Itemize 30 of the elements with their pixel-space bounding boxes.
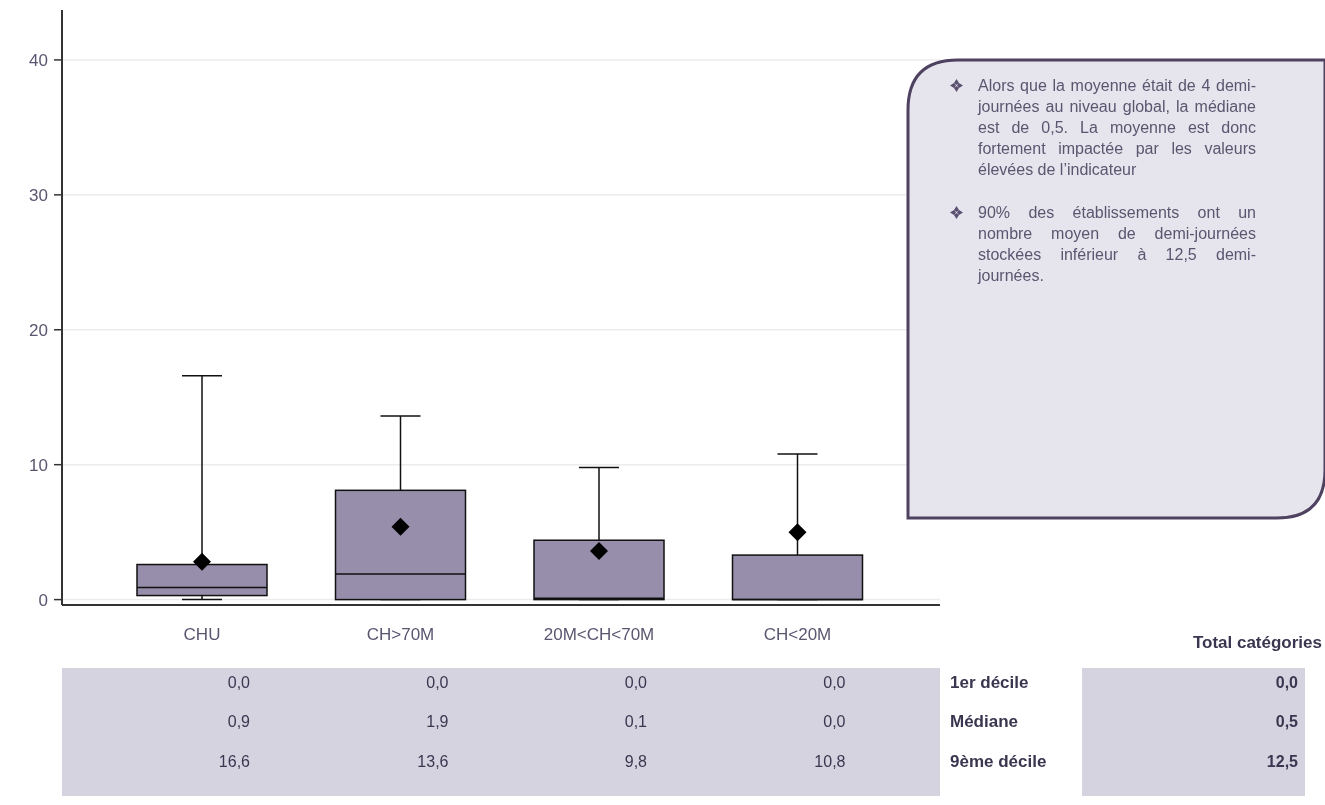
text: 9ème décile [950, 752, 1047, 771]
y-tick-label: 20 [29, 320, 48, 340]
x-tick-label: CH>70M [366, 625, 435, 644]
y-tick-label: 30 [29, 185, 48, 205]
text: 0,0 [823, 674, 846, 691]
text: 0,0 [426, 674, 449, 691]
y-tick-label: 10 [29, 455, 48, 475]
text: 1er décile [950, 673, 1029, 692]
text: Alors que la moyenne était de 4 demi-journées au niveau global, la médiane est de 0,5. La moyenne est donc fortement impactée par les valeurs élevées de l’indicateur [978, 76, 1256, 180]
text: 13,6 [417, 753, 449, 770]
text: 0,0 [227, 674, 251, 691]
text: Total catégories [1192, 633, 1322, 652]
text: 16,6 [218, 753, 251, 770]
text: 0,5 [1275, 713, 1299, 730]
text: 1,9 [426, 713, 449, 730]
text: 0,0 [823, 713, 846, 730]
y-tick-label: 0 [38, 590, 48, 610]
x-tick-label: 20M<CH<70M [543, 625, 655, 644]
text: 0,1 [624, 713, 648, 730]
text: 0,0 [624, 674, 648, 691]
text: 0,0 [1275, 674, 1299, 691]
text: 0,9 [227, 713, 251, 730]
text: Médiane [950, 712, 1019, 731]
x-tick-label: CHU [183, 625, 221, 644]
text: 12,5 [1266, 753, 1299, 770]
text: 10,8 [814, 753, 846, 770]
text: 9,8 [624, 753, 648, 770]
y-tick-label: 40 [29, 50, 48, 70]
x-tick-label: CH<20M [763, 625, 832, 644]
text: 90% des établissements ont un nombre moyen de demi-journées stockées inférieur à 12,5 demi-journées. [978, 203, 1256, 286]
